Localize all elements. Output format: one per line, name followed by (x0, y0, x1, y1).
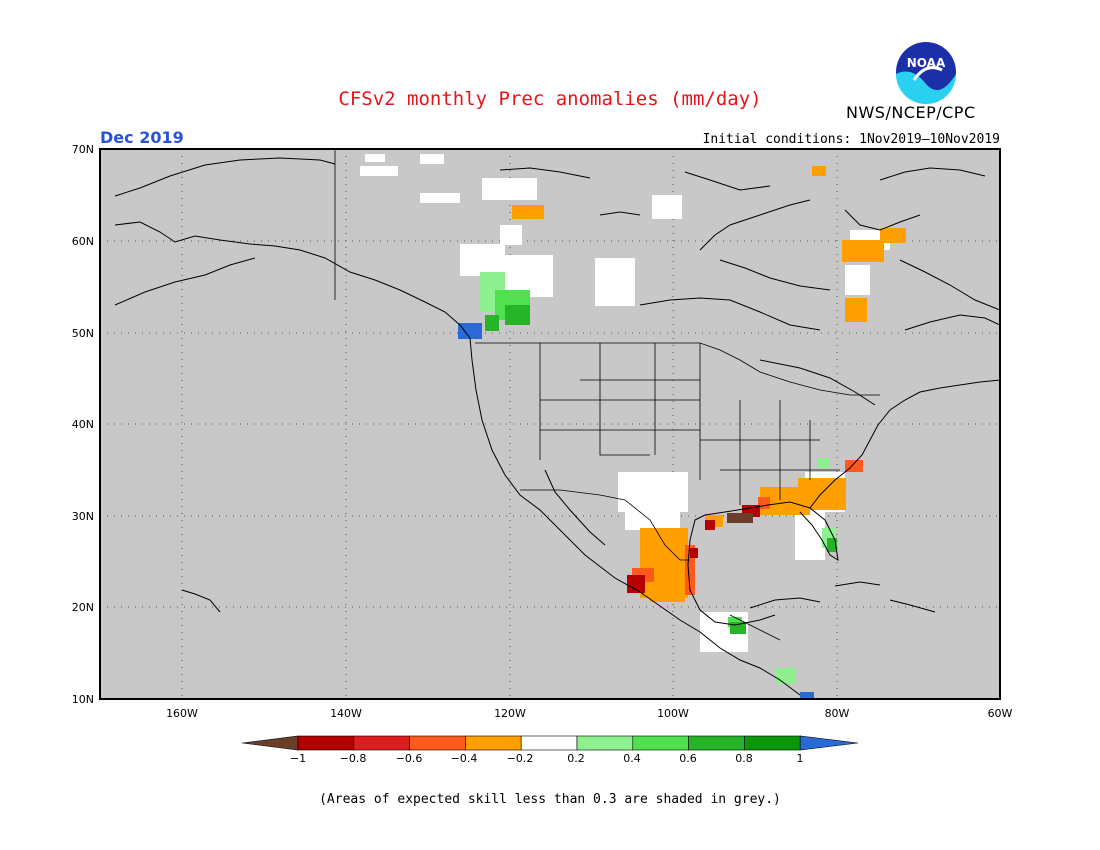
legend-tick: −0.6 (396, 752, 423, 765)
noaa-logo: NOAA (896, 42, 956, 104)
legend-tick: −1 (290, 752, 306, 765)
legend-swatch (297, 735, 355, 751)
legend-swatch (744, 735, 801, 751)
legend-swatch (632, 735, 689, 751)
lon-label: 60W (988, 707, 1013, 720)
legend-swatches (241, 735, 859, 751)
lon-label: 80W (825, 707, 850, 720)
initial-conditions: Initial conditions: 1Nov2019—10Nov2019 (702, 132, 1000, 147)
legend-tick: −0.4 (451, 752, 478, 765)
lon-label: 100W (657, 707, 689, 720)
chart-title: CFSv2 monthly Prec anomalies (mm/day) (338, 88, 762, 110)
anomaly-shading (360, 154, 906, 699)
political-boundaries (334, 149, 880, 641)
lat-label: 30N (72, 510, 94, 523)
lon-label: 120W (494, 707, 526, 720)
lat-label: 60N (72, 235, 94, 248)
legend-swatch (353, 735, 410, 751)
legend-tick: 0.8 (735, 752, 753, 765)
legend-tick: −0.2 (507, 752, 534, 765)
legend-swatch (409, 735, 466, 751)
latitude-axis: 70N 60N 50N 40N 30N 20N 10N (72, 143, 94, 706)
logo-text: NOAA (907, 56, 946, 70)
legend-tick: −0.8 (340, 752, 367, 765)
legend-arrow-low (241, 735, 299, 751)
color-legend: −1 −0.8 −0.6 −0.4 −0.2 0.2 0.4 0.6 0.8 1 (241, 735, 859, 765)
legend-swatch (688, 735, 745, 751)
coastlines (114, 157, 1000, 696)
lon-label: 140W (330, 707, 362, 720)
lat-label: 50N (72, 327, 94, 340)
legend-swatch (465, 735, 522, 751)
legend-tick: 0.6 (679, 752, 697, 765)
lat-label: 20N (72, 601, 94, 614)
legend-ticks: −1 −0.8 −0.6 −0.4 −0.2 0.2 0.4 0.6 0.8 1 (290, 752, 804, 765)
legend-tick: 0.4 (623, 752, 641, 765)
lat-label: 40N (72, 418, 94, 431)
longitude-axis: 160W 140W 120W 100W 80W 60W (166, 707, 1012, 720)
legend-swatch (520, 735, 578, 751)
legend-arrow-high (799, 735, 859, 751)
skill-footnote: (Areas of expected skill less than 0.3 a… (319, 792, 781, 807)
organization-label: NWS/NCEP/CPC (846, 103, 976, 122)
lat-label: 10N (72, 693, 94, 706)
map-frame (99, 148, 1001, 700)
forecast-month: Dec 2019 (100, 128, 184, 147)
lon-label: 160W (166, 707, 198, 720)
lat-label: 70N (72, 143, 94, 156)
legend-tick: 1 (797, 752, 804, 765)
legend-swatch (576, 735, 634, 751)
legend-tick: 0.2 (567, 752, 585, 765)
